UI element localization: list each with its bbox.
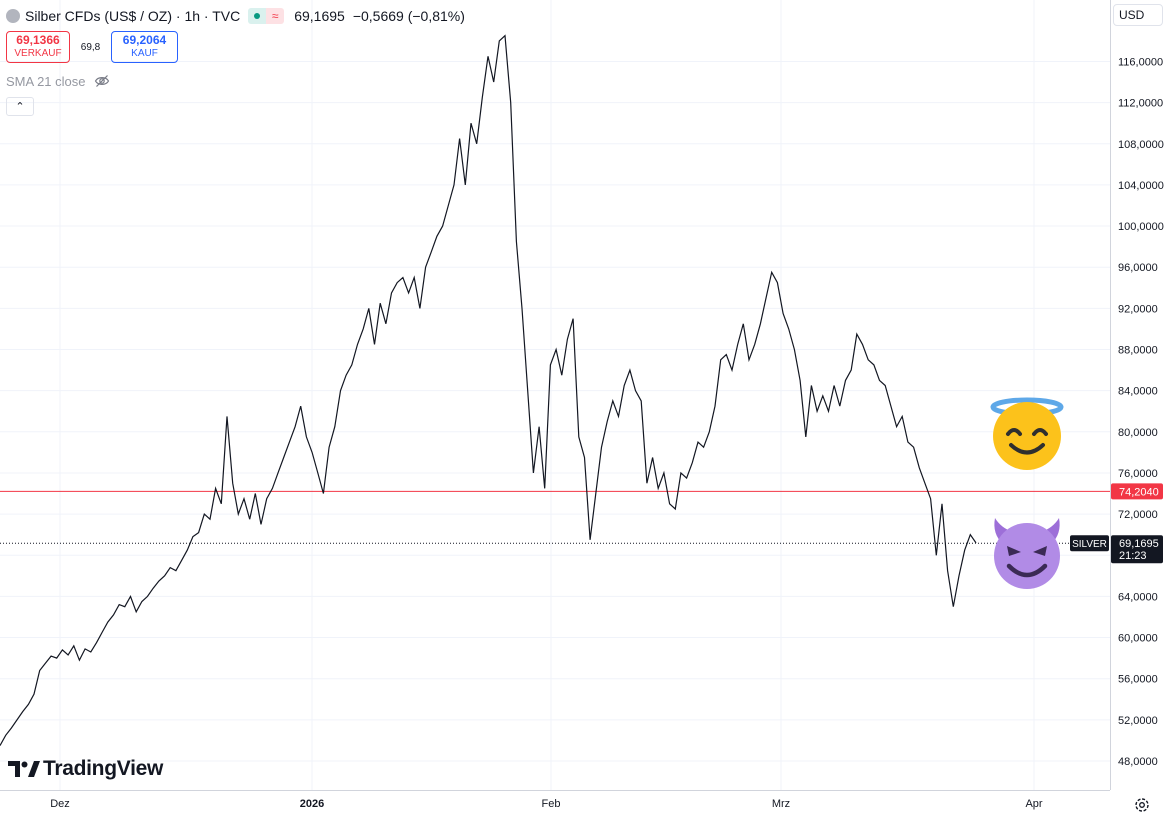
price-tick-label: 108,0000: [1118, 139, 1164, 151]
gear-icon[interactable]: [1131, 794, 1153, 816]
price-tick-label: 48,0000: [1118, 756, 1158, 768]
horizontal-gridlines: [0, 60, 1110, 762]
price-change: −0,5669 (−0,81%): [352, 8, 465, 24]
price-tick-label: 72,0000: [1118, 509, 1158, 521]
market-open-icon: [248, 8, 267, 24]
buy-label: KAUF: [131, 48, 158, 59]
alert-horizontal-line: 74,2040: [0, 483, 1163, 500]
price-tick-label: 84,0000: [1118, 386, 1158, 398]
symbol-tag: [1070, 535, 1109, 552]
price-axis-labels: 48,000052,000056,000060,000064,000068,00…: [1118, 56, 1164, 768]
last-price-label: 69,1695: [1119, 538, 1159, 550]
buy-value: 69,2064: [122, 33, 167, 47]
price-tick-label: 100,0000: [1118, 221, 1164, 233]
smiling-face-with-halo-icon: [990, 397, 1064, 470]
price-tick-label: 112,0000: [1118, 98, 1163, 110]
price-series-line: [0, 34, 977, 746]
price-tick-label: 92,0000: [1118, 303, 1158, 315]
price-tick-label: 76,0000: [1118, 468, 1158, 480]
price-tick-label: 88,0000: [1118, 345, 1158, 357]
time-tick-label: 2026: [300, 798, 324, 810]
sell-value: 69,1366: [16, 33, 60, 47]
market-status[interactable]: ≈: [248, 8, 285, 24]
buy-button[interactable]: 69,2064 KAUF: [111, 31, 178, 63]
time-tick-label: Apr: [1025, 798, 1042, 810]
sell-label: VERKAUF: [14, 48, 62, 59]
price-tick-label: 80,0000: [1118, 427, 1158, 439]
time-tick-label: Mrz: [772, 798, 790, 810]
price-tick-label: 64,0000: [1118, 591, 1158, 603]
price-tick-label: 52,0000: [1118, 715, 1158, 727]
tradingview-mark-icon: [8, 761, 40, 777]
symbol-title[interactable]: Silber CFDs (US$ / OZ) · 1h · TVC: [25, 8, 241, 24]
symbol-logo-icon: [6, 9, 20, 23]
tradingview-logo[interactable]: TradingView: [8, 757, 163, 781]
alert-price-label: 74,2040: [1119, 486, 1159, 498]
spread-value: 69,8: [80, 41, 101, 53]
hidden-eye-icon[interactable]: [94, 73, 110, 89]
data-delayed-icon: ≈: [266, 8, 285, 24]
symbol-tag-label: SILVER: [1072, 539, 1107, 550]
currency-selector[interactable]: USD: [1113, 4, 1163, 26]
collapse-legend-button[interactable]: ⌃: [6, 97, 34, 116]
bar-countdown: 21:23: [1119, 550, 1147, 562]
sell-button[interactable]: 69,1366 VERKAUF: [6, 31, 70, 63]
alert-price-tag: [1111, 483, 1163, 500]
price-tick-label: 116,0000: [1118, 56, 1163, 68]
price-tick-label: 104,0000: [1118, 180, 1164, 192]
last-price: 69,1695: [294, 8, 345, 24]
chart-legend: Silber CFDs (US$ / OZ) · 1h · TVC ≈ 69,1…: [6, 6, 465, 26]
indicator-legend[interactable]: SMA 21 close: [6, 73, 110, 89]
price-tick-label: 56,0000: [1118, 674, 1158, 686]
time-tick-label: Dez: [50, 798, 70, 810]
price-tick-label: 60,0000: [1118, 633, 1158, 645]
time-tick-label: Feb: [542, 798, 561, 810]
last-price-tag: [1111, 535, 1163, 564]
indicator-name: SMA 21 close: [6, 73, 86, 89]
time-axis-labels: Dez 2026 Feb Mrz Apr: [50, 798, 1043, 810]
smiling-face-with-horns-icon: [994, 518, 1060, 589]
price-tick-label: 96,0000: [1118, 262, 1158, 274]
tradingview-wordmark: TradingView: [43, 757, 164, 780]
vertical-gridlines: [59, 0, 1035, 790]
